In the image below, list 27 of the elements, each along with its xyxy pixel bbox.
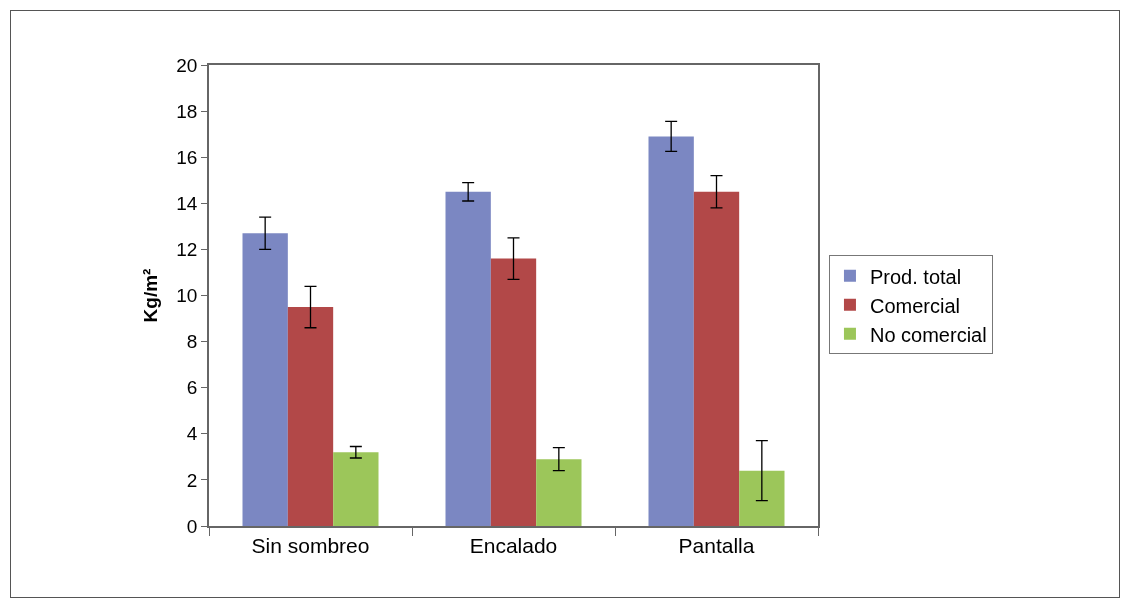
y-tick-label: 12 [176,239,198,261]
x-tick-label: Pantalla [678,533,755,557]
bar [287,307,334,526]
bar [333,452,379,526]
y-axis-title: Kg/m² [139,268,161,323]
bar [693,191,740,526]
x-tick-label: Encalado [469,533,558,557]
bar [648,136,694,526]
bar [490,258,537,526]
legend-label: No comercial [869,323,987,346]
x-tick-label: Sin sombreo [251,533,370,557]
y-tick-label: 2 [186,469,198,491]
bar [739,470,785,526]
y-tick-label: 4 [186,423,198,445]
y-tick-label: 18 [176,100,198,122]
legend-label: Comercial [869,294,960,317]
y-tick-label: 16 [176,146,198,168]
y-tick-label: 0 [186,515,198,537]
bar [242,233,288,526]
y-tick-label: 14 [176,192,198,214]
y-tick-label: 8 [186,331,198,353]
y-tick-label: 20 [176,54,198,76]
legend-label: Prod. total [869,265,962,288]
bar [536,459,582,526]
y-tick-label: 6 [186,377,198,399]
bar [445,191,491,526]
y-tick-label: 10 [176,285,198,307]
